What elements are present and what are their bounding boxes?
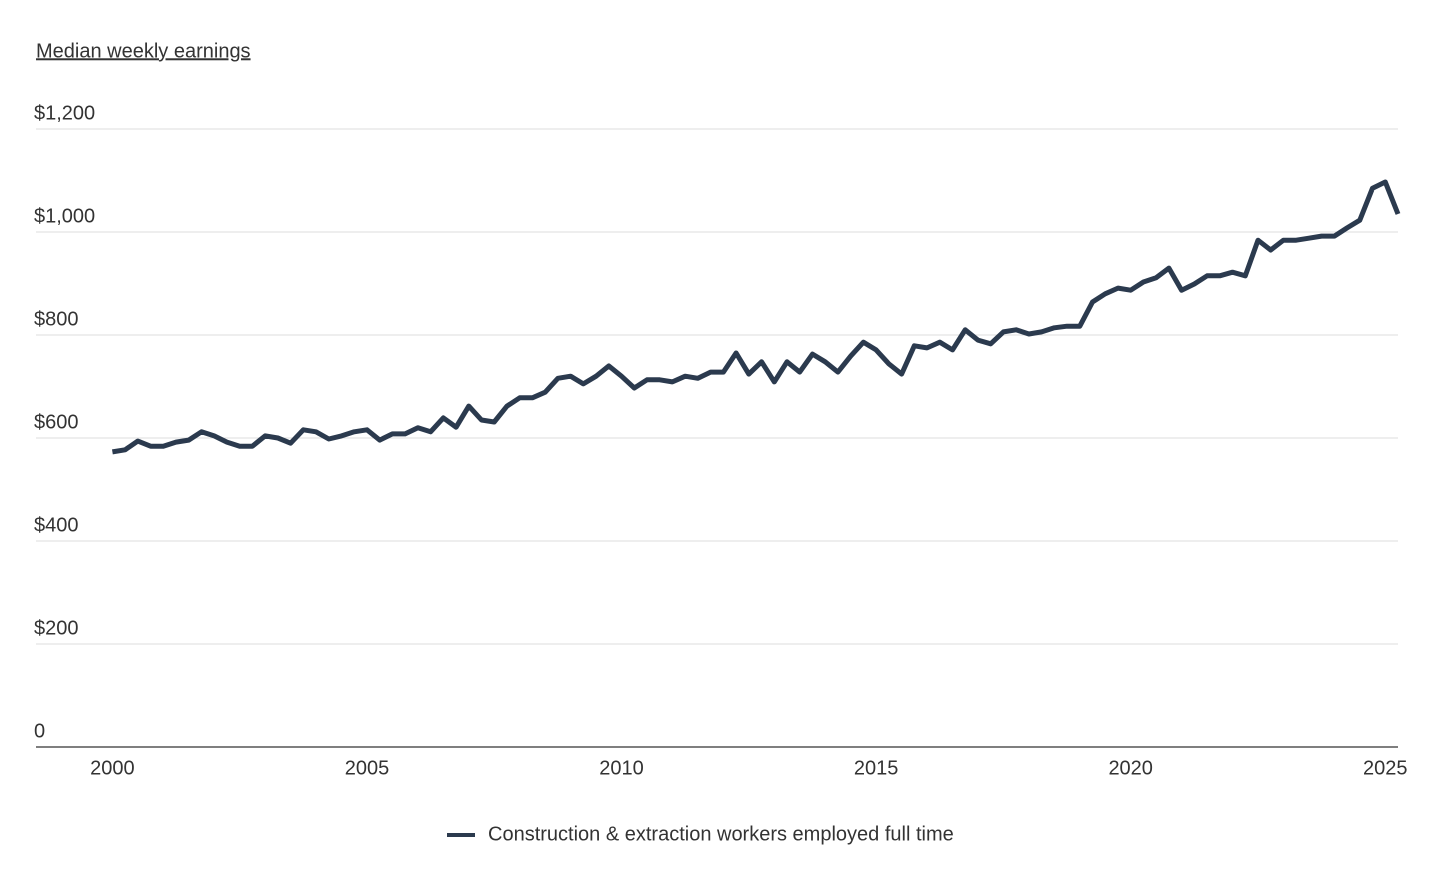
y-tick-label: $600 bbox=[34, 411, 79, 433]
y-tick-label: $800 bbox=[34, 308, 79, 330]
chart-title: Median weekly earnings bbox=[36, 40, 251, 62]
y-tick-label: 0 bbox=[34, 720, 45, 742]
x-tick-label: 2010 bbox=[599, 757, 644, 779]
x-tick-label: 2020 bbox=[1108, 757, 1153, 779]
x-tick-label: 2000 bbox=[90, 757, 135, 779]
y-tick-label: $1,000 bbox=[34, 205, 95, 227]
y-tick-label: $200 bbox=[34, 617, 79, 639]
x-tick-label: 2005 bbox=[345, 757, 390, 779]
x-tick-label: 2015 bbox=[854, 757, 899, 779]
y-tick-label: $1,200 bbox=[34, 102, 95, 124]
legend-label: Construction & extraction workers employ… bbox=[488, 823, 954, 845]
series-line bbox=[111, 179, 1401, 455]
x-tick-label: 2025 bbox=[1363, 757, 1408, 779]
y-tick-label: $400 bbox=[34, 514, 79, 536]
